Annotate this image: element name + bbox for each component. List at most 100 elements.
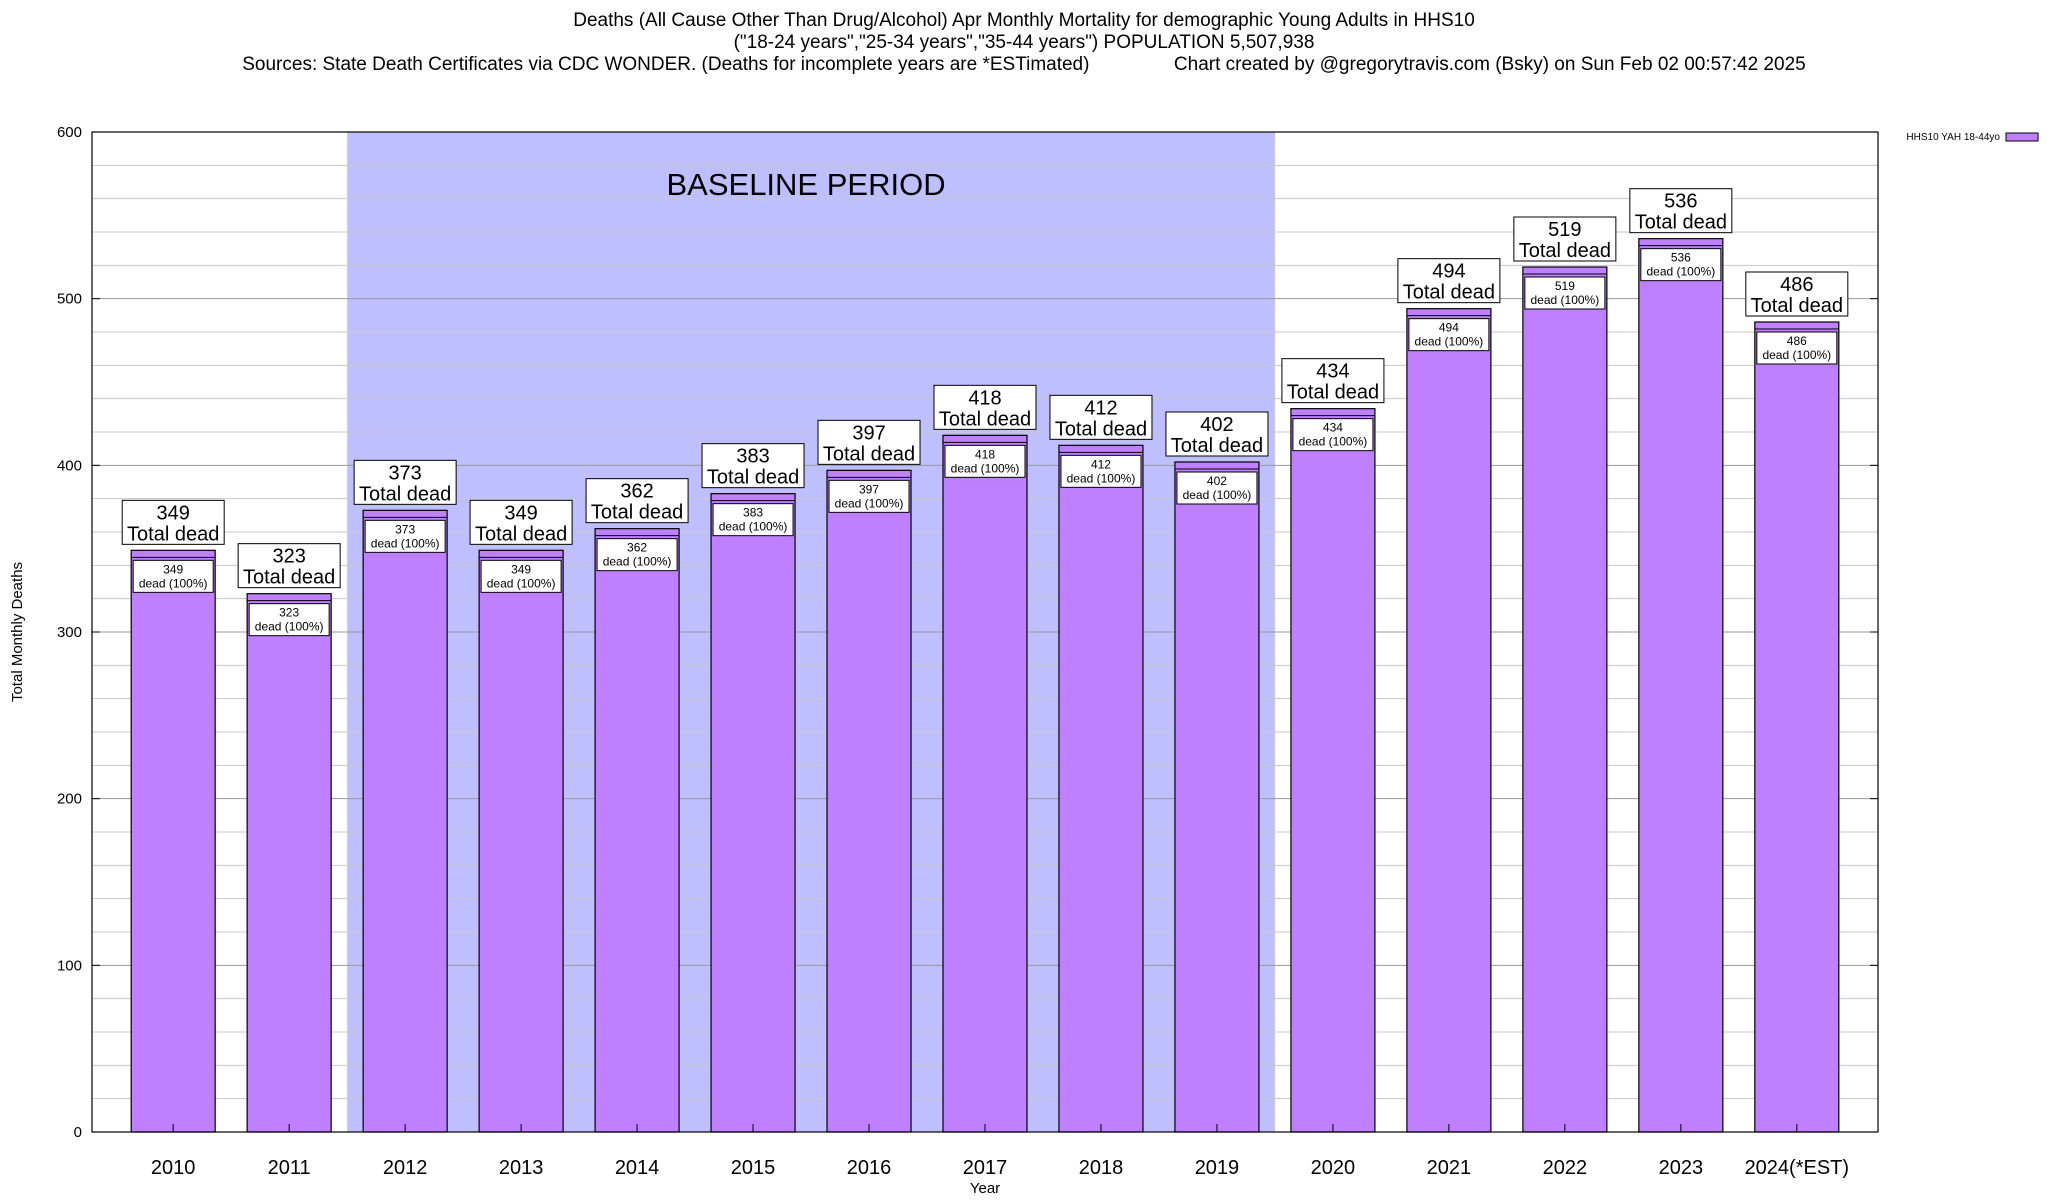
total-label-box: [1281, 358, 1385, 404]
total-label-text: Total dead: [823, 443, 915, 465]
total-label-value: 362: [620, 481, 653, 503]
total-label-box: [1049, 394, 1153, 440]
total-label-text: Total dead: [939, 408, 1031, 430]
x-tick-label: 2018: [1079, 1157, 1124, 1179]
total-label-text: Total dead: [1519, 240, 1611, 262]
chart-source-line: Sources: State Death Certificates via CD…: [242, 54, 1806, 75]
bar: [1058, 444, 1144, 1133]
inner-label-value: 412: [1091, 457, 1111, 471]
total-label-box: [1629, 188, 1733, 234]
inner-label-box: [132, 559, 214, 593]
inner-label-value: 434: [1323, 421, 1343, 435]
bar: [710, 493, 796, 1133]
inner-label-box: [364, 519, 446, 553]
total-label-text: Total dead: [127, 523, 219, 545]
total-label-text: Total dead: [591, 502, 683, 524]
x-tick-label: 2024(*EST): [1745, 1157, 1850, 1179]
inner-label-text: dead (100%): [835, 496, 904, 510]
inner-label-value: 536: [1671, 251, 1691, 265]
x-tick-label: 2016: [847, 1157, 892, 1179]
x-tick-label: 2019: [1195, 1157, 1240, 1179]
inner-label-text: dead (100%): [1415, 335, 1484, 349]
inner-label-text: dead (100%): [951, 461, 1020, 475]
inner-label-value: 362: [627, 541, 647, 555]
inner-label-box: [1640, 248, 1722, 282]
inner-label-text: dead (100%): [719, 520, 788, 534]
total-label-value: 536: [1664, 191, 1697, 213]
inner-label-value: 383: [743, 506, 763, 520]
inner-label-text: dead (100%): [1762, 348, 1831, 362]
total-label-value: 402: [1200, 414, 1233, 436]
inner-label-text: dead (100%): [1299, 435, 1368, 449]
total-label-value: 412: [1084, 397, 1117, 419]
total-label-value: 434: [1316, 361, 1349, 383]
inner-label-text: dead (100%): [1183, 488, 1252, 502]
chart-titles: Deaths (All Cause Other Than Drug/Alcoho…: [0, 10, 2048, 76]
total-label-value: 494: [1432, 261, 1465, 283]
bar: [594, 528, 680, 1133]
bar: [1174, 461, 1260, 1133]
x-tick-label: 2014: [615, 1157, 660, 1179]
total-label-value: 349: [156, 502, 189, 524]
inner-label-box: [1408, 318, 1490, 352]
bar: [478, 549, 564, 1133]
chart-title: Deaths (All Cause Other Than Drug/Alcoho…: [573, 10, 1475, 31]
bar: [1638, 238, 1724, 1133]
y-tick-label: 500: [57, 291, 82, 308]
inner-label-text: dead (100%): [1067, 471, 1136, 485]
total-label-text: Total dead: [475, 523, 567, 545]
inner-label-value: 373: [395, 522, 415, 536]
bar: [246, 593, 332, 1133]
inner-label-value: 486: [1787, 334, 1807, 348]
bar: [1406, 308, 1492, 1133]
total-label-text: Total dead: [1287, 382, 1379, 404]
inner-label-text: dead (100%): [139, 576, 208, 590]
inner-label-box: [712, 503, 794, 537]
total-label-box: [1165, 411, 1269, 457]
inner-label-value: 494: [1439, 321, 1459, 335]
inner-label-box: [1292, 418, 1374, 452]
inner-label-text: dead (100%): [1646, 265, 1715, 279]
inner-label-value: 397: [859, 482, 879, 496]
total-label-box: [121, 499, 225, 545]
total-label-value: 397: [852, 422, 885, 444]
total-label-box: [701, 443, 805, 489]
total-label-value: 486: [1780, 274, 1813, 296]
x-tick-label: 2023: [1659, 1157, 1704, 1179]
x-tick-label: 2010: [151, 1157, 196, 1179]
bar: [826, 469, 912, 1133]
total-label-text: Total dead: [1403, 282, 1495, 304]
bar: [1754, 321, 1840, 1133]
y-tick-label: 100: [57, 957, 82, 974]
inner-label-text: dead (100%): [255, 620, 324, 634]
bar: [1290, 408, 1376, 1133]
y-tick-label: 0: [74, 1124, 82, 1141]
inner-label-text: dead (100%): [487, 576, 556, 590]
total-label-text: Total dead: [359, 483, 451, 505]
baseline-period-label: BASELINE PERIOD: [666, 167, 945, 202]
total-label-box: [469, 499, 573, 545]
bar: [362, 509, 448, 1133]
inner-label-box: [248, 603, 330, 637]
total-label-text: Total dead: [1171, 435, 1263, 457]
inner-label-box: [1176, 471, 1258, 505]
total-label-value: 418: [968, 387, 1001, 409]
chart-subtitle: ("18-24 years","25-34 years","35-44 year…: [733, 32, 1315, 53]
inner-label-box: [1524, 276, 1606, 310]
total-label-box: [353, 459, 457, 505]
inner-label-value: 519: [1555, 279, 1575, 293]
legend-swatch: [2005, 132, 2039, 142]
inner-label-text: dead (100%): [371, 536, 440, 550]
inner-label-value: 323: [279, 606, 299, 620]
total-label-box: [1397, 258, 1501, 304]
inner-label-value: 402: [1207, 474, 1227, 488]
bar: [942, 434, 1028, 1133]
x-axis-label: Year: [970, 1180, 1000, 1197]
x-tick-label: 2022: [1543, 1157, 1588, 1179]
total-label-text: Total dead: [1055, 418, 1147, 440]
total-label-box: [817, 419, 921, 465]
inner-label-text: dead (100%): [1531, 293, 1600, 307]
total-label-text: Total dead: [243, 567, 335, 589]
x-tick-label: 2012: [383, 1157, 428, 1179]
